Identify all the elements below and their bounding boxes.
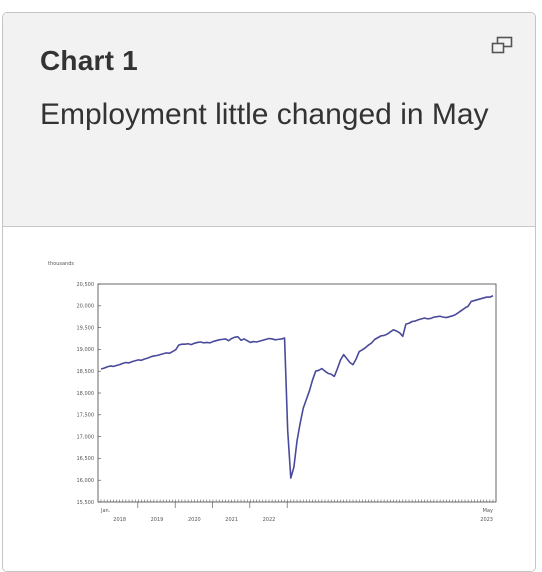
chart-title: Employment little changed in May	[40, 98, 489, 131]
expand-window-icon	[491, 36, 513, 54]
y-tick-label: 15,500	[77, 500, 95, 506]
x-end-label: May	[483, 508, 493, 514]
x-year-label: 2020	[188, 517, 201, 523]
expand-window-button[interactable]	[490, 35, 516, 57]
y-tick-label: 20,000	[77, 304, 95, 310]
x-year-label: 2022	[263, 517, 276, 523]
y-tick-label: 18,000	[77, 391, 95, 397]
employment-line-chart: thousands 15,500 16,000 16,500 17,000 17,500 1…	[48, 261, 497, 523]
y-tick-label: 18,500	[77, 369, 95, 375]
employment-series-line	[100, 295, 494, 479]
x-start-label: Jan.	[100, 508, 111, 514]
y-tick-label: 19,500	[77, 325, 95, 331]
x-year-label: 2018	[113, 517, 126, 523]
x-year-label: 2021	[225, 517, 238, 523]
y-tick-label: 16,500	[77, 456, 95, 462]
chart-card: Chart 1 Employment little changed in May…	[2, 12, 536, 572]
y-tick-label: 17,000	[77, 434, 95, 440]
x-year-label: 2019	[151, 517, 164, 523]
y-tick-label: 20,500	[77, 282, 95, 288]
chart-number-label: Chart 1	[40, 45, 138, 76]
y-tick-label: 19,000	[77, 347, 95, 353]
chart-card-header: Chart 1 Employment little changed in May	[3, 13, 535, 227]
y-axis-units-label: thousands	[48, 261, 74, 267]
chart-area: thousands 15,500 16,000 16,500 17,000 17,500 1…	[3, 227, 535, 571]
y-tick-label: 17,500	[77, 413, 95, 419]
y-tick-label: 16,000	[77, 478, 95, 484]
x-year-label: 2023	[480, 517, 493, 523]
